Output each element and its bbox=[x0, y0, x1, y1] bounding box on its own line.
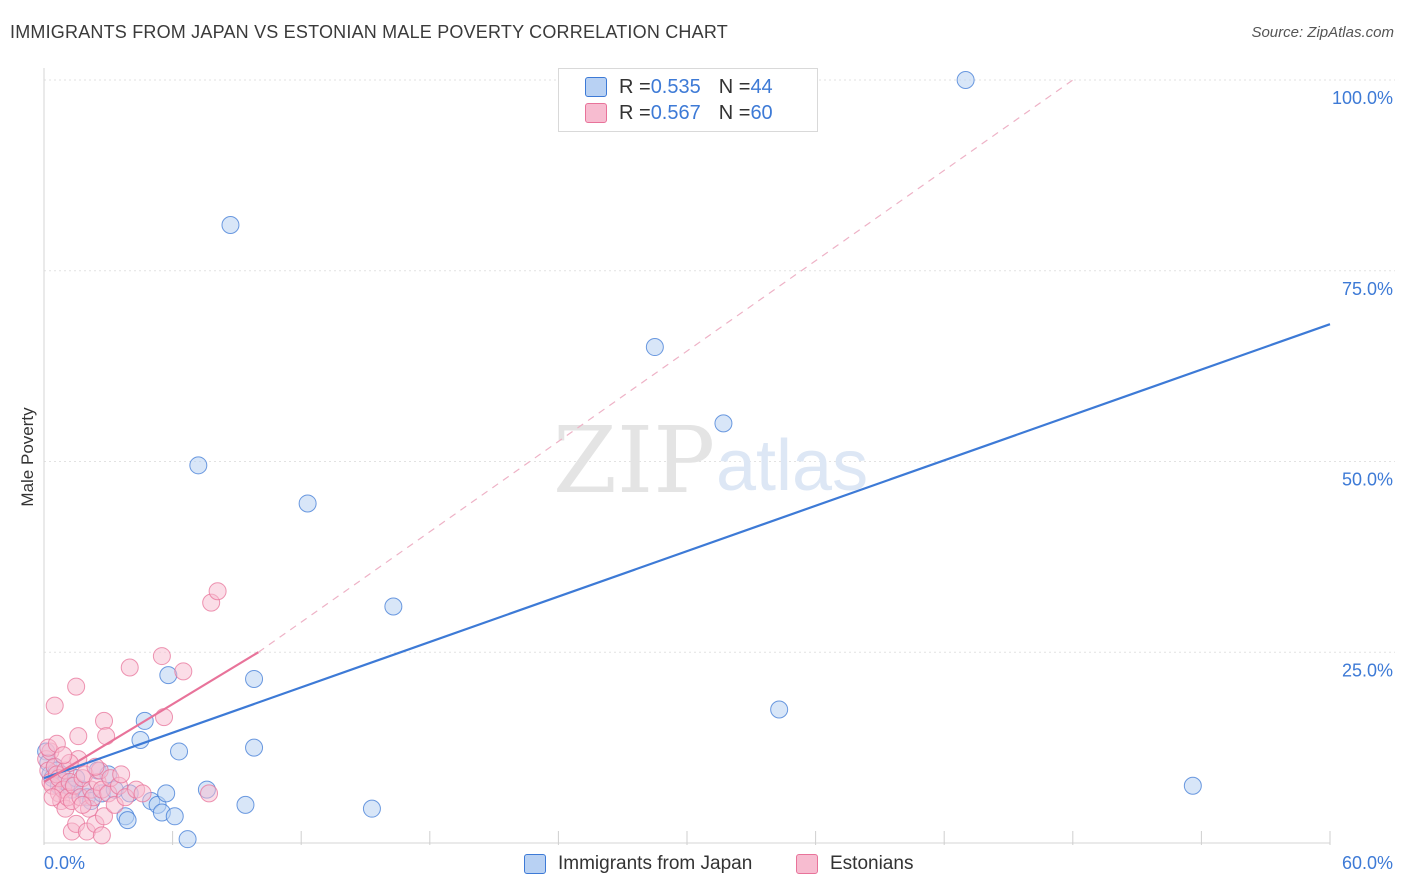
legend-row-japan: R = 0.535 N = 44 bbox=[585, 75, 773, 99]
point-japan bbox=[221, 215, 240, 234]
bottom-legend-japan: Immigrants from Japan bbox=[524, 851, 752, 877]
point-japan bbox=[178, 830, 197, 849]
x-tick-label: 0.0% bbox=[44, 853, 85, 873]
point-estonians bbox=[155, 708, 174, 727]
trend-line-japan bbox=[43, 323, 1331, 780]
point-japan bbox=[189, 456, 208, 475]
point-estonians bbox=[95, 711, 114, 730]
point-japan bbox=[118, 811, 137, 830]
y-tick-label: 50.0% bbox=[1342, 470, 1393, 490]
x-tick-label: 60.0% bbox=[1342, 853, 1393, 873]
legend-r-label: R = bbox=[619, 75, 651, 98]
point-japan bbox=[159, 666, 178, 685]
point-japan bbox=[1183, 776, 1202, 795]
legend-row-estonians: R = 0.567 N = 60 bbox=[585, 101, 773, 125]
legend-r-label: R = bbox=[619, 101, 651, 124]
point-japan bbox=[245, 738, 264, 757]
legend-n-value-japan: 44 bbox=[750, 75, 773, 98]
point-estonians bbox=[69, 727, 88, 746]
point-japan bbox=[236, 795, 255, 814]
point-estonians bbox=[97, 727, 116, 746]
point-estonians bbox=[112, 765, 131, 784]
source-label: Source: ZipAtlas.com bbox=[1251, 24, 1394, 41]
legend-r-value-japan: 0.535 bbox=[650, 75, 701, 98]
point-japan bbox=[157, 784, 176, 803]
point-japan bbox=[645, 338, 664, 357]
point-estonians bbox=[120, 658, 139, 677]
legend-n-label: N = bbox=[718, 75, 751, 98]
point-estonians bbox=[200, 784, 219, 803]
point-estonians bbox=[67, 677, 86, 696]
correlation-legend: R = 0.535 N = 44 R = 0.567 N = 60 bbox=[558, 68, 818, 132]
bottom-legend-estonians: Estonians bbox=[796, 851, 913, 877]
legend-n-value-estonians: 60 bbox=[750, 101, 773, 124]
bottom-legend-label-japan: Immigrants from Japan bbox=[558, 853, 753, 874]
point-estonians bbox=[174, 662, 193, 681]
y-axis-label: Male Poverty bbox=[18, 407, 37, 507]
point-japan bbox=[956, 71, 975, 89]
point-japan bbox=[298, 494, 317, 513]
point-japan bbox=[714, 414, 733, 433]
legend-swatch-japan bbox=[585, 77, 607, 97]
point-estonians bbox=[92, 826, 111, 845]
point-estonians bbox=[73, 795, 92, 814]
watermark-zip: ZIP bbox=[553, 407, 715, 514]
point-japan bbox=[362, 799, 381, 818]
point-estonians bbox=[133, 784, 152, 803]
point-japan bbox=[165, 807, 184, 826]
point-japan bbox=[770, 700, 789, 719]
point-estonians bbox=[152, 647, 171, 666]
watermark-atlas: atlas bbox=[716, 426, 868, 506]
point-estonians bbox=[208, 582, 227, 601]
point-japan bbox=[170, 742, 189, 761]
point-estonians bbox=[45, 696, 64, 715]
point-japan bbox=[245, 669, 264, 688]
point-japan bbox=[384, 597, 403, 616]
y-tick-label: 25.0% bbox=[1342, 660, 1393, 680]
y-tick-label: 100.0% bbox=[1332, 88, 1393, 108]
legend-r-value-estonians: 0.567 bbox=[650, 101, 701, 124]
legend-n-label: N = bbox=[718, 101, 751, 124]
trend-line-estonians bbox=[43, 651, 259, 783]
bottom-legend-swatch-estonians bbox=[796, 854, 818, 874]
point-estonians bbox=[54, 746, 73, 765]
trend-line-estonians-extended bbox=[257, 79, 1074, 653]
bottom-legend-swatch-japan bbox=[524, 854, 546, 874]
chart-title: IMMIGRANTS FROM JAPAN VS ESTONIAN MALE P… bbox=[10, 22, 728, 42]
point-estonians bbox=[43, 788, 62, 807]
bottom-legend-label-estonians: Estonians bbox=[830, 853, 914, 874]
legend-swatch-estonians bbox=[585, 103, 607, 123]
point-estonians bbox=[95, 807, 114, 826]
y-tick-label: 75.0% bbox=[1342, 279, 1393, 299]
